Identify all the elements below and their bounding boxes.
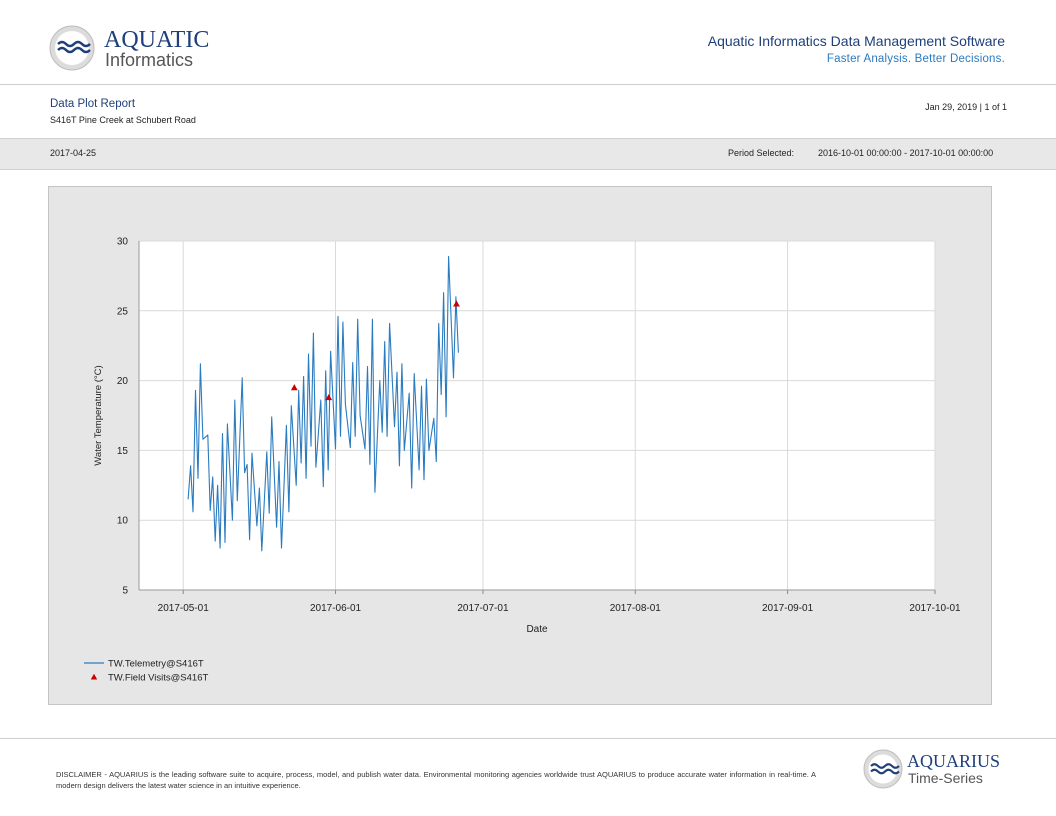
y-axis-label: Water Temperature (°C) xyxy=(93,365,104,465)
period-label: Period Selected: xyxy=(728,148,795,158)
x-tick-label: 2017-08-01 xyxy=(610,603,662,614)
y-tick-label: 30 xyxy=(117,237,129,248)
legend-entry-label: TW.Field Visits@S416T xyxy=(108,673,208,684)
report-location: S416T Pine Creek at Schubert Road xyxy=(50,115,196,125)
x-tick-label: 2017-09-01 xyxy=(762,603,814,614)
y-tick-label: 10 xyxy=(117,516,129,527)
x-tick-label: 2017-06-01 xyxy=(310,603,362,614)
y-tick-label: 5 xyxy=(122,586,128,597)
report-date-page: Jan 29, 2019 | 1 of 1 xyxy=(925,102,1007,112)
footer-divider xyxy=(0,738,1056,739)
y-tick-label: 15 xyxy=(117,446,129,457)
x-tick-label: 2017-10-01 xyxy=(909,603,961,614)
aquarius-logo: AQUARIUS Time-Series xyxy=(862,748,1022,792)
x-tick-label: 2017-05-01 xyxy=(158,603,210,614)
legend-swatch-field-visits xyxy=(90,673,98,680)
telemetry-series-line xyxy=(187,255,459,552)
y-tick-label: 20 xyxy=(117,376,129,387)
brand-line1: AQUATIC xyxy=(104,27,209,53)
y-tick-label: 25 xyxy=(117,306,129,317)
header-divider xyxy=(0,84,1056,85)
header-tagline: Faster Analysis. Better Decisions. xyxy=(826,53,1005,65)
water-temperature-chart: 5 10 15 20 25 30 2017-05-01 2017-06-01 2017-07-0… xyxy=(84,237,961,684)
field-visit-point xyxy=(325,393,333,401)
plot-area xyxy=(139,241,935,590)
report-title: Data Plot Report xyxy=(50,98,136,110)
x-tick-label: 2017-07-01 xyxy=(457,603,509,614)
aquarius-brand-line2: Time-Series xyxy=(908,770,983,786)
period-value: 2016-10-01 00:00:00 - 2017-10-01 00:00:0… xyxy=(818,148,994,158)
disclaimer-text: DISCLAIMER - AQUARIUS is the leading sof… xyxy=(56,770,816,790)
info-bar: 2017-04-25 Period Selected: 2016-10-01 0… xyxy=(0,138,1056,170)
axes: 5 10 15 20 25 30 2017-05-01 2017-06-01 2017-07-0… xyxy=(117,237,961,615)
aquatic-informatics-logo: AQUATIC Informatics xyxy=(48,24,228,76)
header-title: Aquatic Informatics Data Management Soft… xyxy=(707,33,1005,49)
aquarius-brand-line1: AQUARIUS xyxy=(907,751,1000,771)
field-visit-point xyxy=(453,300,460,307)
legend-entry-label: TW.Telemetry@S416T xyxy=(108,659,204,670)
series-layer xyxy=(187,255,460,552)
brand-line2: Informatics xyxy=(105,50,193,70)
field-visit-point xyxy=(290,384,298,391)
legend: TW.Telemetry@S416T TW.Field Visits@S416T xyxy=(84,659,208,684)
info-date: 2017-04-25 xyxy=(50,148,97,158)
x-axis-label: Date xyxy=(526,624,548,635)
